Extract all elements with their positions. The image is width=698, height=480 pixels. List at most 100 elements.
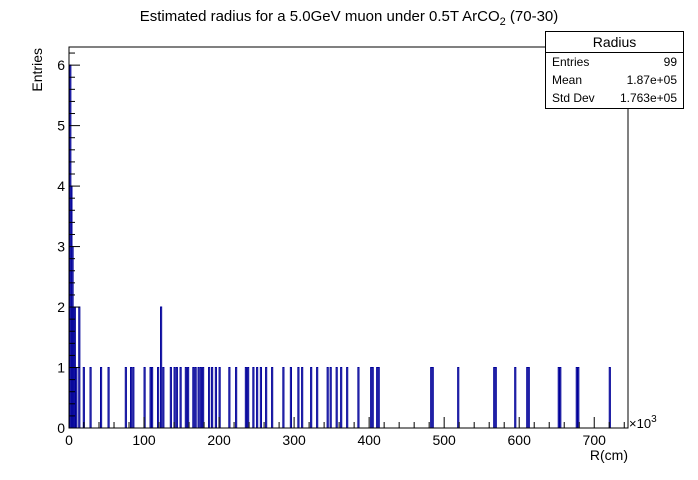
y-tick-label: 6 — [57, 57, 65, 73]
stats-label: Entries — [552, 55, 590, 69]
histogram-bin — [151, 367, 154, 428]
histogram-bin — [218, 367, 221, 428]
histogram-bin — [297, 367, 300, 428]
histogram-bin — [577, 367, 580, 428]
histogram-bin — [527, 367, 530, 428]
histogram-bin — [199, 367, 202, 428]
axes: 0 100 200 300 400 500 600 700 0 1 2 3 4 5 6 — [57, 52, 625, 448]
histogram-bin — [124, 367, 127, 428]
stats-value: 1.87e+05 — [626, 73, 677, 87]
histogram-bin — [514, 367, 517, 428]
histogram-bin — [493, 367, 496, 428]
histogram-bin — [326, 367, 329, 428]
y-axis-label: Entries — [29, 48, 45, 92]
histogram-bin — [494, 367, 497, 428]
y-tick-label: 1 — [57, 360, 65, 376]
stats-label: Mean — [552, 73, 583, 87]
histogram-bin — [169, 367, 172, 428]
stats-row-stddev: Std Dev 1.763e+05 — [546, 89, 683, 107]
x-tick-label: 500 — [432, 432, 456, 448]
histogram-bin — [271, 367, 274, 428]
x-tick-label: 100 — [132, 432, 156, 448]
histogram-bin — [89, 367, 92, 428]
histogram-bin — [244, 367, 247, 428]
histogram-bin — [82, 367, 85, 428]
x-tick-label: 400 — [357, 432, 381, 448]
y-tick-label: 0 — [57, 420, 65, 436]
y-tick-label: 5 — [57, 118, 65, 134]
histogram-bin — [160, 306, 163, 428]
histogram-bin — [265, 367, 268, 428]
histogram-bin — [608, 367, 611, 428]
y-tick-label: 2 — [57, 299, 65, 315]
histogram-bin — [100, 367, 103, 428]
histogram-bin — [208, 367, 211, 428]
histogram-bin — [197, 367, 200, 428]
histogram-bin — [559, 367, 562, 428]
y-tick-label: 3 — [57, 239, 65, 255]
histogram-bars — [69, 64, 628, 429]
stats-value: 1.763e+05 — [619, 91, 677, 105]
stats-value: 99 — [663, 55, 677, 69]
histogram-bin — [431, 367, 434, 428]
histogram-bin — [301, 367, 304, 428]
histogram-bin — [376, 367, 379, 428]
histogram-bin — [370, 367, 373, 428]
histogram-bin — [228, 367, 231, 428]
x-axis-exponent: ×103 — [629, 414, 657, 431]
stats-row-mean: Mean 1.87e+05 — [546, 71, 683, 89]
y-tick-label: 4 — [57, 178, 65, 194]
histogram-bin — [149, 367, 152, 428]
histogram-bin — [335, 367, 338, 428]
histogram-bin — [340, 367, 343, 428]
histogram-bin — [211, 367, 214, 428]
histogram-bin — [575, 367, 578, 428]
x-tick-label: 200 — [207, 432, 231, 448]
histogram-bin — [310, 367, 313, 428]
histogram-bin — [377, 367, 380, 428]
stats-label: Std Dev — [552, 91, 595, 105]
stats-title: Radius — [546, 32, 683, 53]
histogram-bin — [346, 367, 349, 428]
histogram-bin — [194, 367, 197, 428]
histogram-bin — [256, 367, 259, 428]
histogram-bin — [173, 367, 176, 428]
x-axis-label: R(cm) — [590, 447, 628, 463]
histogram-bin — [252, 367, 255, 428]
stats-box: Radius Entries 99 Mean 1.87e+05 Std Dev … — [545, 31, 684, 109]
x-tick-label: 600 — [508, 432, 532, 448]
histogram-bin — [179, 367, 182, 428]
histogram-bin — [107, 367, 110, 428]
histogram-bin — [132, 367, 135, 428]
histogram-bin — [214, 367, 217, 428]
histogram-bin — [75, 367, 78, 428]
histogram-bin — [557, 367, 560, 428]
x-tick-label: 300 — [282, 432, 306, 448]
histogram-bin — [457, 367, 460, 428]
histogram-bin — [526, 367, 529, 428]
histogram-bin — [184, 367, 187, 428]
histogram-bin — [289, 367, 292, 428]
histogram-bin — [259, 367, 262, 428]
histogram-bin — [235, 367, 238, 428]
histogram-bin — [157, 367, 160, 428]
histogram-bin — [130, 367, 133, 428]
histogram-bin — [162, 367, 165, 428]
histogram-bin — [430, 367, 433, 428]
histogram-bin — [247, 367, 250, 428]
histogram-bin — [357, 367, 360, 428]
x-tick-label: 700 — [583, 432, 607, 448]
chart-title: Estimated radius for a 5.0GeV muon under… — [140, 8, 559, 28]
histogram-bin — [282, 367, 285, 428]
histogram-bin — [175, 367, 178, 428]
histogram-bin — [329, 367, 332, 428]
histogram-bin — [316, 367, 319, 428]
x-tick-label: 0 — [65, 432, 73, 448]
plot-frame — [68, 46, 629, 429]
stats-row-entries: Entries 99 — [546, 53, 683, 71]
histogram-bin — [371, 367, 374, 428]
histogram-bin — [192, 367, 195, 428]
histogram-bin — [187, 367, 190, 428]
